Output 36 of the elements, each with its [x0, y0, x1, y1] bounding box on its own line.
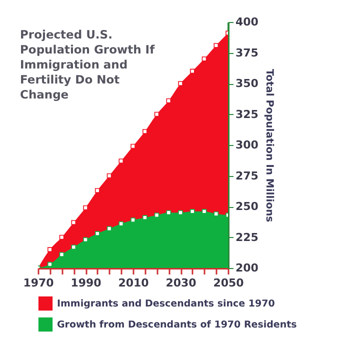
point	[59, 234, 64, 240]
point	[71, 244, 76, 250]
x-tick-label: 2050	[213, 276, 244, 290]
x-tick-label: 2010	[118, 276, 150, 290]
x-tick-label: 2030	[166, 276, 197, 290]
point	[154, 112, 160, 117]
x-tick-label: 1990	[70, 276, 102, 290]
y-axis-title: Total Population In Millions	[263, 68, 274, 222]
point	[94, 231, 100, 236]
point	[130, 144, 136, 149]
x-tick-label: 1970	[23, 276, 54, 290]
y-tick-label: 400	[236, 16, 259, 28]
point	[190, 68, 195, 74]
y-tick-label: 375	[236, 46, 258, 60]
point	[71, 220, 76, 225]
point	[142, 215, 148, 220]
legend-label: Immigrants and Descendants since 1970	[57, 298, 276, 310]
point	[47, 247, 52, 252]
y-tick-label: 250	[236, 200, 259, 213]
legend-label: Growth from Descendants of 1970 Residents	[57, 320, 298, 330]
y-tick-label: 325	[236, 108, 258, 121]
y-tick-label: 275	[236, 169, 258, 182]
text: Projected U.S. Population Growth If Immigration and Fertility Do Not Change	[20, 28, 156, 102]
y-tick-label: 350	[236, 77, 259, 90]
point	[106, 173, 112, 178]
point	[178, 81, 183, 86]
point	[94, 188, 100, 193]
point	[202, 56, 207, 62]
point	[214, 42, 219, 48]
point	[130, 218, 136, 222]
point	[83, 205, 88, 210]
y-tick-label: 225	[236, 230, 258, 244]
point	[59, 252, 64, 257]
y-tick-label: 300	[236, 138, 259, 152]
y-tick-label: 200	[236, 262, 259, 274]
point	[118, 158, 124, 164]
